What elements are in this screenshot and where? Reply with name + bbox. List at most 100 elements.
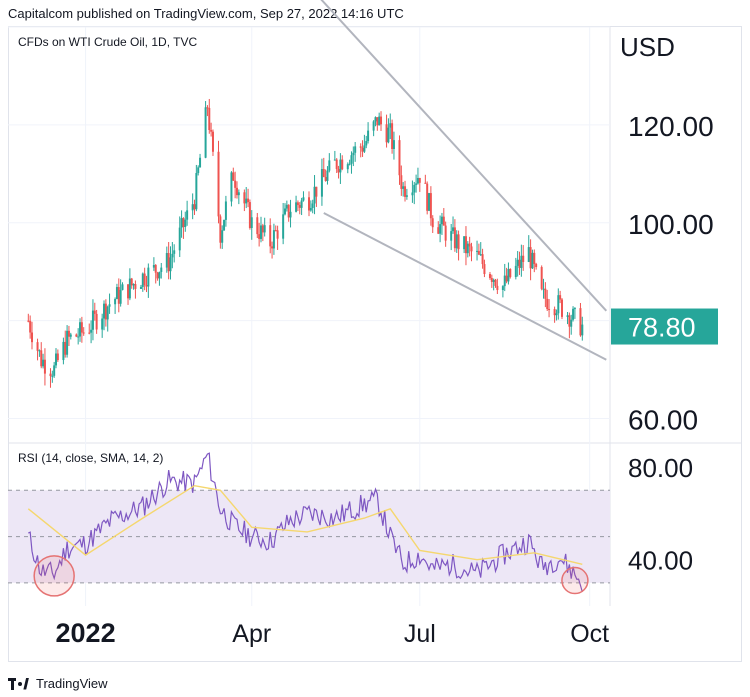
candle-body	[67, 330, 70, 337]
candle-body	[283, 208, 286, 215]
candle-body	[259, 225, 262, 239]
candle-body	[108, 304, 111, 307]
candle-body	[505, 275, 508, 282]
price-tick-label: 100.00	[628, 209, 714, 240]
candle-body	[503, 275, 506, 287]
candle-body	[424, 182, 427, 184]
candle-body	[204, 107, 207, 158]
candle-body	[130, 278, 133, 286]
candle-body	[197, 167, 200, 174]
candle-body	[77, 336, 80, 338]
candle-body	[411, 192, 414, 196]
candle-body	[426, 183, 429, 211]
candle-body	[402, 186, 405, 189]
candle-body	[566, 315, 569, 317]
candle-body	[91, 310, 94, 330]
candle-body	[437, 227, 440, 234]
candle-body	[507, 269, 510, 282]
candle-body	[184, 219, 187, 228]
candle-body	[121, 284, 124, 290]
candle-body	[154, 264, 157, 273]
trendline	[320, 0, 608, 312]
candle-body	[90, 329, 93, 333]
candle-body	[223, 219, 226, 231]
candle-body	[147, 267, 150, 287]
candle-body	[464, 236, 467, 254]
candle-body	[376, 117, 379, 126]
candle-body	[42, 359, 45, 367]
candle-body	[31, 332, 34, 343]
candle-body	[156, 272, 159, 279]
candle-body	[171, 253, 174, 258]
candle-body	[232, 172, 235, 181]
candle-body	[335, 159, 338, 170]
candle-body	[309, 207, 312, 211]
candle-body	[326, 170, 329, 181]
candle-body	[324, 177, 327, 181]
candle-body	[40, 350, 43, 367]
candle-body	[440, 216, 443, 225]
oversold-circle	[33, 555, 75, 597]
candle-body	[271, 246, 274, 249]
candle-body	[378, 116, 381, 126]
candle-body	[195, 173, 198, 210]
candle-body	[522, 255, 525, 263]
candle-body	[43, 359, 46, 374]
candle-body	[302, 197, 305, 201]
candle-body	[237, 192, 240, 196]
candle-body	[158, 271, 161, 279]
candle-body	[296, 202, 299, 206]
time-tick-label: Jul	[404, 620, 436, 648]
candle-body	[210, 130, 213, 132]
candle-body	[405, 195, 408, 197]
candle-body	[560, 299, 563, 317]
candle-body	[514, 265, 517, 278]
candle-body	[285, 204, 288, 209]
candle-body	[544, 288, 547, 299]
candle-body	[520, 255, 523, 268]
candle-body	[359, 146, 362, 148]
candle-body	[66, 330, 69, 355]
candle-body	[416, 177, 419, 184]
candle-body	[363, 145, 366, 152]
candle-body	[457, 234, 460, 250]
candle-body	[29, 320, 32, 333]
candle-body	[450, 231, 453, 241]
candle-body	[313, 186, 316, 204]
candle-body	[531, 252, 534, 269]
candle-body	[208, 108, 211, 131]
candle-body	[385, 124, 388, 143]
candle-body	[573, 308, 576, 310]
candle-body	[308, 197, 310, 211]
candle-body	[542, 288, 545, 290]
candle-body	[93, 310, 96, 314]
candle-body	[380, 116, 383, 125]
candle-body	[354, 146, 357, 153]
candle-body	[341, 159, 344, 170]
candle-body	[476, 250, 479, 252]
candle-body	[103, 303, 106, 319]
candle-body	[496, 285, 499, 291]
time-tick-label: Oct	[570, 620, 609, 648]
candle-body	[128, 278, 131, 299]
candle-body	[455, 234, 458, 249]
candle-body	[300, 200, 303, 208]
candle-body	[167, 253, 170, 272]
candle-body	[114, 298, 117, 305]
candle-body	[527, 247, 530, 263]
candle-body	[95, 313, 98, 330]
candle-body	[477, 250, 480, 255]
footer: TradingView	[8, 676, 108, 691]
candle-body	[431, 218, 434, 228]
candle-body	[245, 198, 248, 204]
candle-body	[269, 225, 272, 247]
candle-body	[553, 309, 556, 316]
candle-body	[350, 155, 353, 164]
candle-body	[165, 253, 168, 268]
last-price-label: 78.80	[628, 313, 696, 343]
rsi-ma-line	[27, 484, 583, 565]
trendline	[323, 212, 607, 361]
candle-body	[509, 269, 512, 278]
candle-body	[328, 160, 331, 171]
